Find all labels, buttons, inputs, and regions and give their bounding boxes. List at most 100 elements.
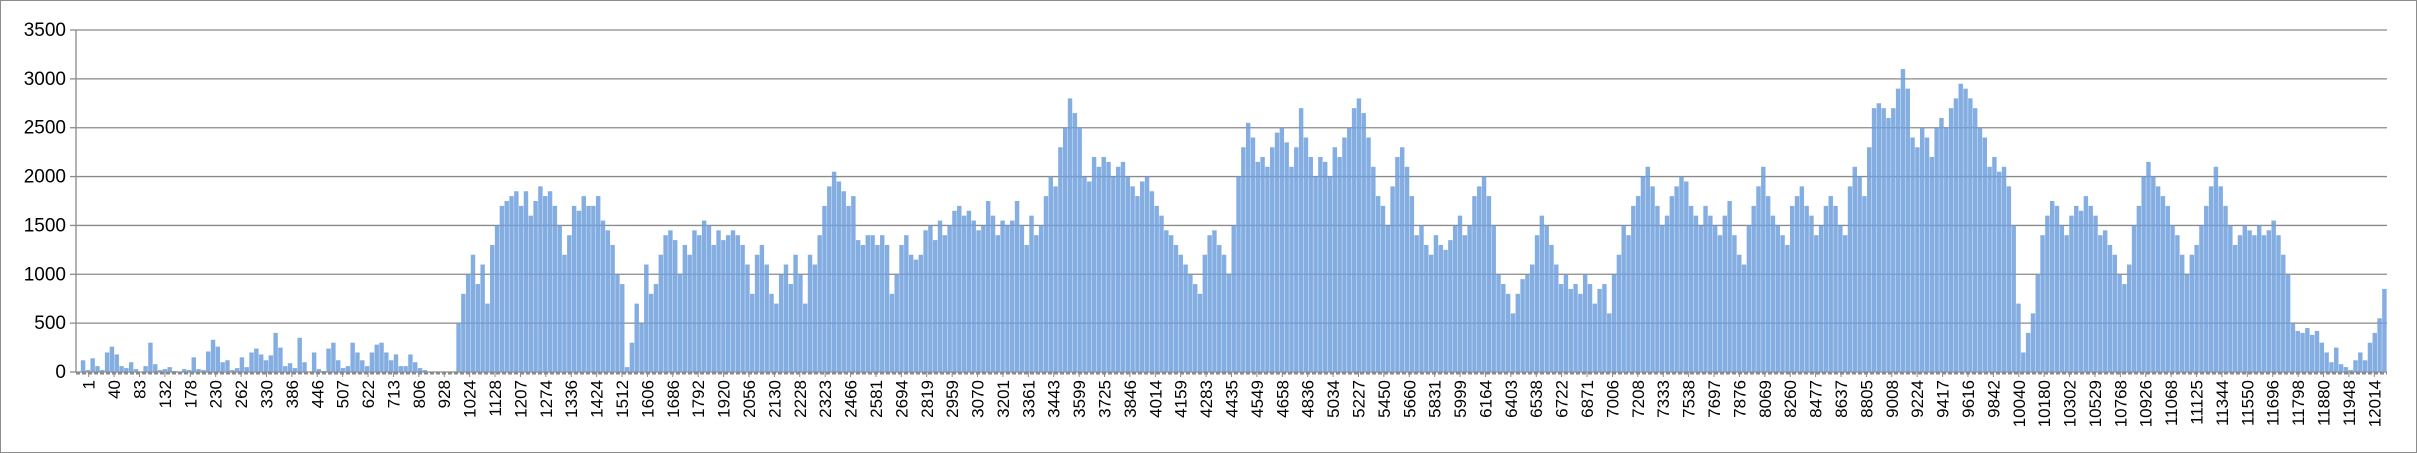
x-tick-label: 12014	[2365, 380, 2384, 427]
bar	[1852, 166, 1858, 372]
bar	[1366, 137, 1371, 372]
x-tick-label: 713	[384, 380, 403, 408]
x-tick-label: 806	[410, 380, 429, 408]
bar	[153, 364, 158, 372]
bar	[1000, 220, 1005, 372]
x-tick-label: 6164	[1476, 380, 1495, 418]
x-tick-label: 1	[80, 380, 99, 389]
bar	[1164, 230, 1169, 372]
x-tick-label: 11948	[2340, 380, 2359, 426]
bar	[528, 215, 534, 372]
bar	[2088, 205, 2093, 372]
bar	[1173, 244, 1179, 372]
bar	[311, 352, 317, 372]
bar	[1375, 196, 1381, 372]
x-tick-label: 4283	[1197, 380, 1216, 418]
bar	[1530, 264, 1535, 372]
bar	[2006, 186, 2012, 372]
x-tick-label: 1274	[537, 380, 556, 418]
bar	[1111, 176, 1116, 372]
bar	[966, 210, 972, 372]
bar	[201, 370, 206, 372]
bar	[1717, 235, 1723, 372]
x-tick-label: 928	[435, 380, 454, 408]
x-tick-label: 3443	[1045, 380, 1064, 418]
bar	[1607, 313, 1612, 372]
bar	[615, 274, 620, 372]
x-tick-label: 6538	[1527, 380, 1546, 418]
bar	[1351, 108, 1357, 373]
bar	[1125, 176, 1131, 372]
bar	[1944, 127, 1949, 372]
bar	[2285, 274, 2291, 372]
bar	[1140, 181, 1145, 372]
bar	[1202, 254, 1208, 372]
x-tick-label: 1207	[511, 380, 530, 418]
bar	[1828, 196, 1833, 372]
x-tick-label: 8477	[1807, 380, 1826, 418]
bar	[624, 367, 630, 372]
bar	[196, 369, 201, 372]
bar	[899, 244, 904, 372]
bar	[697, 235, 702, 372]
bar	[1669, 196, 1675, 372]
bar	[2074, 205, 2079, 372]
bar	[1785, 244, 1790, 372]
bar	[1077, 127, 1082, 372]
bar	[1168, 235, 1174, 372]
bar	[1558, 284, 1564, 372]
bar	[1245, 122, 1251, 372]
x-tick-label: 10926	[2137, 380, 2156, 427]
bar	[764, 264, 769, 372]
bar	[1279, 127, 1285, 372]
bar	[644, 264, 649, 372]
bar	[581, 196, 586, 372]
x-tick-label: 4658	[1273, 380, 1292, 418]
bar	[1284, 142, 1289, 372]
bar	[456, 323, 461, 372]
bar	[1761, 166, 1766, 372]
bar	[1650, 186, 1655, 372]
bar	[1722, 215, 1728, 372]
bar	[205, 351, 211, 372]
bar	[2146, 161, 2151, 372]
bar	[807, 254, 813, 372]
bar	[1428, 254, 1434, 372]
bar	[470, 254, 476, 372]
bar	[1655, 205, 1660, 372]
bar	[1539, 215, 1545, 372]
x-tick-label: 3599	[1070, 380, 1089, 418]
bar	[841, 191, 846, 372]
axes	[70, 29, 2387, 377]
bar	[119, 366, 124, 372]
bar	[721, 240, 726, 372]
bar	[1891, 108, 1896, 373]
bar	[100, 370, 105, 372]
bar	[364, 366, 370, 372]
bar	[2305, 328, 2310, 372]
bar	[952, 210, 957, 372]
bar	[1635, 196, 1641, 372]
bar	[514, 191, 519, 372]
bar	[1737, 254, 1742, 372]
bar	[1274, 132, 1280, 372]
bar	[1982, 137, 1988, 372]
x-tick-label: 6403	[1502, 380, 1521, 418]
x-tick-label: 2323	[816, 380, 835, 418]
bar	[2194, 244, 2199, 372]
bar	[1505, 293, 1511, 372]
bar	[2083, 196, 2089, 372]
x-tick-label: 6871	[1578, 380, 1597, 418]
bar	[2223, 205, 2228, 372]
y-tick-label: 1000	[24, 264, 66, 285]
bar	[1631, 205, 1636, 372]
bar	[2242, 225, 2247, 372]
bar	[1549, 244, 1554, 372]
bar	[1265, 166, 1270, 372]
bar	[1361, 113, 1366, 373]
bar	[865, 235, 871, 372]
bar	[465, 274, 471, 372]
bar	[2151, 176, 2156, 372]
bar	[1356, 98, 1362, 373]
bar	[1072, 113, 1078, 373]
